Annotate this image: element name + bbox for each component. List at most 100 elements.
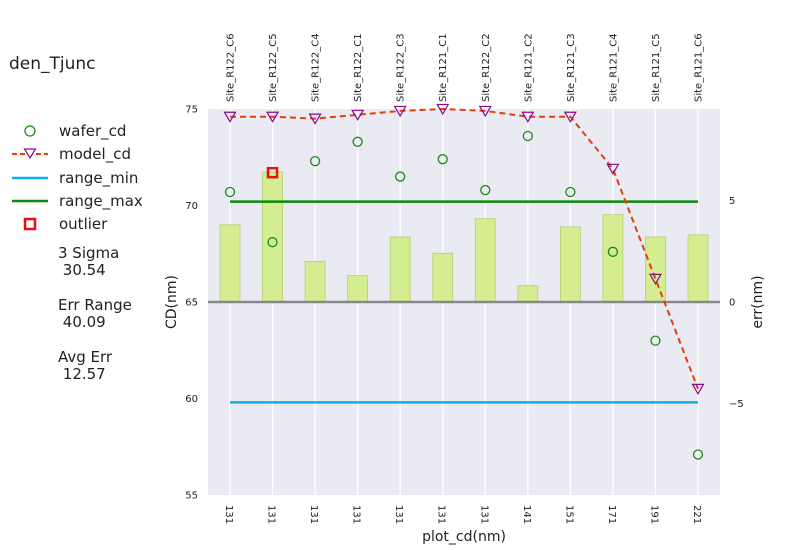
x-tick-label: 221 (691, 505, 702, 524)
legend-label: range_max (59, 191, 143, 210)
model-cd-point (648, 273, 662, 286)
stat-label: Err Range (58, 296, 132, 314)
top-site-label: Site_R121_C6 (694, 33, 705, 102)
x-tick-label: 151 (563, 505, 574, 524)
y-tick-label: 60 (185, 394, 198, 405)
legend-item-outlier: outlier (12, 214, 172, 237)
legend-item-range-max: range_max (12, 191, 172, 214)
top-site-label: Site_R121_C3 (566, 33, 577, 102)
legend-label: outlier (59, 215, 108, 234)
outlier-legend-icon (23, 217, 37, 231)
y-tick-label: 75 (185, 105, 198, 116)
model-cd-point (606, 163, 620, 176)
err-bar (517, 285, 539, 303)
stat-value: 12.57 (62, 365, 106, 383)
x-tick-label: 131 (351, 505, 362, 524)
model-cd-line (230, 107, 699, 390)
y-axis-label: CD(nm) (164, 275, 180, 329)
chart-title: den_Tjunc (9, 54, 96, 74)
legend-label: model_cd (59, 145, 131, 164)
stat-label: Avg Err (58, 348, 113, 366)
top-site-label: Site_R121_C5 (651, 33, 662, 102)
err-bar (219, 224, 241, 303)
err-bar (474, 218, 496, 303)
top-site-label: Site_R121_C4 (608, 33, 619, 102)
model-cd-legend-icon (12, 148, 48, 160)
y-tick-label: 70 (185, 201, 198, 212)
err-bar (645, 236, 666, 303)
stat-err-range: Err Range 40.09 (58, 297, 132, 331)
wafer-cd-point (607, 246, 619, 257)
err-bar (262, 171, 283, 303)
stat-avg-err: Avg Err 12.57 (58, 349, 112, 383)
err-bar (687, 234, 709, 303)
legend-label: wafer_cd (59, 122, 127, 140)
wafer-cd-point (522, 130, 533, 142)
x-tick-label: 131 (266, 505, 277, 524)
wafer-cd-point (352, 136, 363, 147)
err-bar (389, 236, 411, 303)
stat-value: 40.09 (62, 313, 106, 331)
err-bar (304, 260, 326, 303)
y-tick-label: 65 (185, 298, 198, 309)
x-axis-label: plot_cd(nm) (422, 529, 506, 545)
y2-tick-label: −5 (729, 399, 744, 410)
model-cd-point (691, 383, 705, 396)
model-cd-point (478, 105, 492, 118)
y-tick-label: 55 (185, 491, 198, 502)
legend-item-range-min: range_min (12, 168, 172, 191)
wafer-cd-legend-icon (24, 125, 36, 137)
top-site-label: Site_R121_C2 (523, 33, 534, 102)
model-cd-point (266, 111, 280, 123)
stat-label: 3 Sigma (58, 244, 120, 262)
legend: wafer_cd model_cd range_min range_max ou… (12, 121, 172, 237)
model-cd-point (521, 111, 535, 123)
x-tick-label: 131 (478, 505, 489, 524)
wafer-cd-point (395, 171, 406, 182)
model-cd-point (223, 111, 237, 123)
stat-3-sigma: 3 Sigma 30.54 (58, 245, 119, 279)
top-site-label: Site_R122_C3 (396, 33, 407, 102)
err-bar (432, 252, 454, 303)
wafer-cd-point (480, 184, 491, 196)
x-tick-label: 131 (308, 505, 319, 524)
model-cd-point (393, 105, 407, 118)
top-site-label: Site_R122_C5 (268, 33, 279, 102)
top-site-label: Site_R121_C1 (438, 33, 449, 102)
wafer-cd-point (650, 335, 661, 346)
model-cd-point (308, 113, 322, 125)
wafer-cd-point (267, 237, 278, 248)
err-bar (559, 226, 581, 303)
x-tick-label: 191 (648, 505, 659, 524)
wafer-cd-point (309, 155, 321, 167)
wafer-cd-point (692, 449, 704, 460)
wafer-cd-point (224, 186, 236, 198)
x-tick-label: 171 (606, 505, 617, 524)
legend-item-wafer-cd: wafer_cd (12, 121, 172, 144)
model-cd-point (436, 103, 450, 116)
wafer-cd-point (565, 186, 576, 198)
x-tick-label: 131 (436, 505, 447, 524)
top-site-label: Site_R122_C4 (311, 33, 322, 102)
top-site-label: Site_R122_C6 (226, 33, 237, 102)
err-bar (602, 214, 624, 303)
top-site-label: Site_R122_C1 (353, 33, 364, 102)
stat-value: 30.54 (62, 261, 106, 279)
wafer-cd-point (437, 154, 448, 165)
top-site-label: Site_R122_C2 (481, 33, 492, 102)
model-cd-point (563, 111, 577, 123)
model-cd-point (351, 109, 365, 121)
y2-axis-label: err(nm) (750, 275, 766, 328)
y2-tick-label: 0 (729, 298, 735, 309)
outlier-marker (266, 166, 279, 179)
legend-item-model-cd: model_cd (12, 144, 172, 167)
range-max-legend-icon (12, 199, 48, 203)
range-min-legend-icon (12, 176, 48, 179)
legend-label: range_min (59, 168, 139, 187)
x-tick-label: 131 (223, 505, 234, 524)
x-tick-label: 131 (393, 505, 404, 524)
y2-tick-label: 5 (729, 196, 735, 207)
x-tick-label: 141 (521, 505, 532, 524)
err-bar (347, 275, 369, 303)
